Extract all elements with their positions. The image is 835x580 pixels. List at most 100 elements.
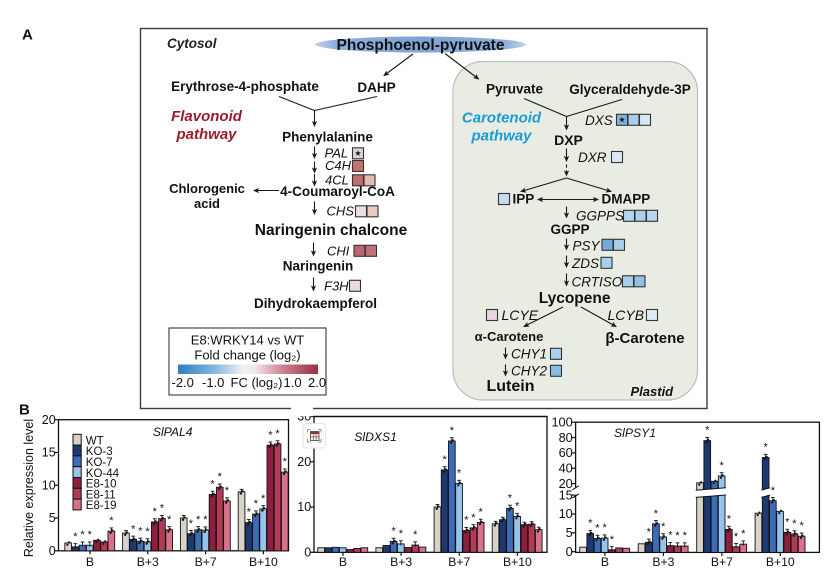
svg-text:*: * [734,531,739,543]
svg-text:-1.0: -1.0 [202,375,224,390]
svg-text:*: * [261,493,266,505]
svg-text:DXR: DXR [578,150,607,165]
svg-text:*: * [785,516,790,528]
svg-text:5: 5 [49,511,56,525]
svg-text:*: * [109,515,114,527]
svg-text:*: * [647,526,652,538]
svg-text:*: * [727,513,732,525]
svg-text:α-Carotene: α-Carotene [475,329,544,344]
svg-text:*: * [471,512,476,524]
svg-text:*: * [131,523,136,535]
svg-text:10: 10 [297,500,311,514]
svg-text:A: A [22,27,33,44]
svg-text:*: * [138,525,143,537]
svg-text:*: * [741,528,746,540]
svg-text:DMAPP: DMAPP [602,192,651,207]
svg-text:F3H: F3H [324,279,349,294]
svg-text:pathway: pathway [470,128,532,145]
svg-text:*: * [588,518,593,530]
svg-text:Phosphoenol-pyruvate: Phosphoenol-pyruvate [337,37,505,54]
svg-text:*: * [457,467,462,479]
svg-text:20: 20 [297,455,311,469]
svg-text:KO-44: KO-44 [86,468,120,480]
svg-text:*: * [683,530,688,542]
svg-text:Naringenin: Naringenin [283,259,354,274]
svg-text:B: B [601,555,609,569]
svg-text:CHI: CHI [327,244,350,259]
svg-text:*: * [73,531,78,543]
svg-text:5: 5 [566,525,573,540]
svg-text:*: * [720,460,725,472]
svg-text:CHY2: CHY2 [511,364,548,379]
svg-text:20: 20 [559,476,573,491]
svg-text:SlDXS1: SlDXS1 [354,430,397,444]
svg-text:0: 0 [304,546,311,560]
svg-text:*: * [80,529,85,541]
svg-text:4-Coumaroyl-CoA: 4-Coumaroyl-CoA [280,184,395,199]
svg-text:*: * [675,530,680,542]
svg-text:Erythrose-4-phosphate: Erythrose-4-phosphate [171,79,319,94]
svg-text:*: * [443,454,448,466]
svg-text:Carotenoid: Carotenoid [462,110,542,127]
svg-text:B: B [86,555,94,569]
svg-text:B+10: B+10 [503,555,532,569]
svg-text:KO-3: KO-3 [86,446,113,458]
svg-text:β-Carotene: β-Carotene [605,330,684,347]
svg-text:E8-11: E8-11 [86,489,116,501]
svg-text:*: * [792,518,797,530]
svg-text:*: * [595,522,600,534]
svg-text:10: 10 [559,506,573,521]
svg-text:acid: acid [194,196,220,211]
svg-text:*: * [268,429,273,441]
svg-text:*: * [189,518,194,530]
svg-text:Relative expression level: Relative expression level [22,419,36,557]
svg-text:*: * [603,522,608,534]
svg-text:*: * [247,507,252,519]
svg-text:*: * [254,498,259,510]
svg-text:*: * [668,530,673,542]
svg-text:DXS: DXS [585,113,613,128]
svg-text:Glyceraldehyde-3P: Glyceraldehyde-3P [569,82,691,97]
svg-text:KO-7: KO-7 [86,457,113,469]
svg-text:B+3: B+3 [137,555,159,569]
svg-text:*: * [88,529,93,541]
svg-text:20: 20 [42,413,56,427]
svg-text:*: * [515,501,520,513]
svg-text:Cytosol: Cytosol [167,36,217,51]
svg-text:B+10: B+10 [249,555,278,569]
svg-text:*: * [800,520,805,532]
svg-text:B+7: B+7 [195,555,217,569]
svg-text:DXP: DXP [554,132,583,148]
svg-text:CHS: CHS [327,204,355,219]
svg-text:2.0: 2.0 [308,375,326,390]
svg-text:CRTISO: CRTISO [572,275,623,290]
svg-text:Plastid: Plastid [631,384,675,399]
svg-text:B+7: B+7 [448,555,470,569]
svg-text:*: * [705,425,710,437]
svg-text:100: 100 [551,414,572,429]
svg-text:*: * [413,529,418,541]
svg-text:Dihydrokaempferol: Dihydrokaempferol [254,296,377,311]
svg-text:IPP: IPP [513,192,535,207]
svg-text:Naringenin chalcone: Naringenin chalcone [255,222,408,239]
svg-text:*: * [464,515,469,527]
svg-text:10: 10 [42,478,56,492]
svg-text:0: 0 [49,544,56,558]
svg-text:*: * [153,506,158,518]
svg-text:*: * [275,428,280,440]
svg-text:4CL: 4CL [325,173,349,188]
svg-text:Flavonoid: Flavonoid [171,108,243,125]
svg-text:*: * [764,442,769,454]
svg-text:C4H: C4H [325,158,352,173]
svg-text:*: * [225,485,230,497]
svg-text:GGPPS: GGPPS [576,209,624,224]
svg-text:-2.0: -2.0 [172,375,194,390]
svg-text:1.0: 1.0 [284,375,302,390]
svg-text:SlPSY1: SlPSY1 [614,426,656,440]
svg-text:*: * [399,528,404,540]
svg-text:E8-19: E8-19 [86,500,117,512]
svg-text:ZDS: ZDS [571,256,599,271]
svg-text:Fold change (log₂): Fold change (log₂) [194,348,300,363]
svg-text:pathway: pathway [175,126,237,143]
svg-text:*: * [508,492,513,504]
